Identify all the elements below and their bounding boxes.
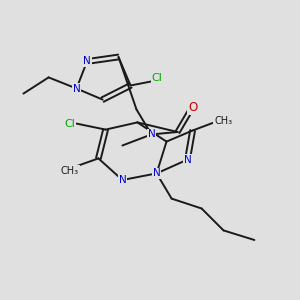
- Text: N: N: [184, 154, 191, 165]
- Text: N: N: [83, 56, 91, 67]
- Text: Cl: Cl: [152, 73, 163, 83]
- Text: O: O: [188, 100, 197, 114]
- Text: N: N: [73, 83, 80, 94]
- Text: Cl: Cl: [64, 118, 75, 129]
- Text: CH₃: CH₃: [61, 166, 79, 176]
- Text: N: N: [153, 168, 160, 178]
- Text: N: N: [148, 129, 155, 140]
- Text: N: N: [118, 175, 126, 185]
- Text: CH₃: CH₃: [214, 116, 232, 127]
